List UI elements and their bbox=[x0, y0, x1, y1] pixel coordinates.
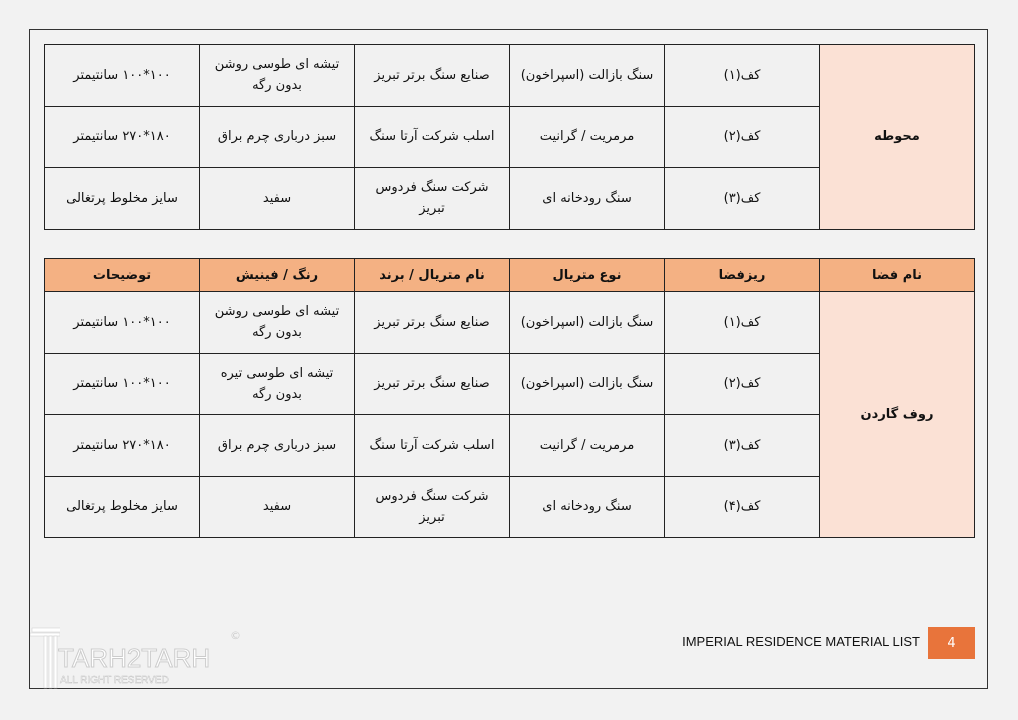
finish-cell: سفید bbox=[199, 475, 355, 538]
type-cell: سنگ بازالت (اسپراخون) bbox=[509, 291, 665, 354]
logo-tagline: ALL RIGHT RESERVED bbox=[60, 675, 169, 686]
notes-cell: ۱۸۰*۲۷۰ سانتیمتر bbox=[44, 105, 200, 168]
brand-cell: صنایع سنگ برتر تبریز bbox=[354, 44, 510, 107]
notes-cell: سایز مخلوط پرتغالی bbox=[44, 167, 200, 230]
table-header-row: نام فضا ریزفضا نوع متریال نام متریال / ب… bbox=[44, 258, 975, 292]
subspace-cell: کف(۴) bbox=[664, 475, 820, 538]
table-row: کف(۳) سنگ رودخانه ای شرکت سنگ فردوس تبریز س… bbox=[44, 167, 975, 230]
type-cell: مرمریت / گرانیت bbox=[509, 105, 665, 168]
subspace-cell: کف(۱) bbox=[664, 291, 820, 354]
subspace-cell: کف(۳) bbox=[664, 414, 820, 477]
brand-cell: صنایع سنگ برتر تبریز bbox=[354, 291, 510, 354]
type-cell: سنگ بازالت (اسپراخون) bbox=[509, 352, 665, 415]
finish-cell: سفید bbox=[199, 167, 355, 230]
brand-cell: شرکت سنگ فردوس تبریز bbox=[354, 475, 510, 538]
page-frame bbox=[29, 29, 988, 689]
finish-cell: سبز درباری چرم براق bbox=[199, 105, 355, 168]
material-table-1: محوطه کف(۱) سنگ بازالت (اسپراخون) صنایع سنگ… bbox=[44, 44, 975, 230]
notes-cell: سایز مخلوط پرتغالی bbox=[44, 475, 200, 538]
type-cell: سنگ رودخانه ای bbox=[509, 475, 665, 538]
logo-name: TARH2TARH bbox=[57, 643, 211, 673]
copyright-icon: © bbox=[230, 629, 241, 642]
space-name-cell: روف گاردن bbox=[819, 291, 975, 538]
space-name-cell: محوطه bbox=[819, 44, 975, 230]
notes-cell: ۱۰۰*۱۰۰ سانتیمتر bbox=[44, 44, 200, 107]
table-row: کف(۲) سنگ بازالت (اسپراخون) صنایع سنگ برتر… bbox=[44, 352, 975, 415]
header-brand: نام متریال / برند bbox=[354, 258, 510, 292]
header-subspace: ریزفضا bbox=[664, 258, 820, 292]
pillar-icon bbox=[30, 627, 60, 689]
table-row: روف گاردن کف(۱) سنگ بازالت (اسپراخون) صنایع… bbox=[44, 291, 975, 538]
notes-cell: ۱۰۰*۱۰۰ سانتیمتر bbox=[44, 291, 200, 354]
logo: TARH2TARH ALL RIGHT RESERVED © bbox=[30, 626, 245, 690]
header-notes: توضیحات bbox=[44, 258, 200, 292]
table-row: کف(۳) مرمریت / گرانیت اسلب شرکت آرتا سنگ سب… bbox=[44, 414, 975, 477]
notes-cell: ۱۸۰*۲۷۰ سانتیمتر bbox=[44, 414, 200, 477]
notes-cell: ۱۰۰*۱۰۰ سانتیمتر bbox=[44, 352, 200, 415]
subspace-cell: کف(۳) bbox=[664, 167, 820, 230]
brand-cell: اسلب شرکت آرتا سنگ bbox=[354, 105, 510, 168]
brand-cell: صنایع سنگ برتر تبریز bbox=[354, 352, 510, 415]
header-finish: رنگ / فینیش bbox=[199, 258, 355, 292]
finish-cell: تیشه ای طوسی روشن بدون رگه bbox=[199, 44, 355, 107]
header-type: نوع متریال bbox=[509, 258, 665, 292]
table-row: کف(۲) مرمریت / گرانیت اسلب شرکت آرتا سنگ سب… bbox=[44, 105, 975, 168]
subspace-cell: کف(۲) bbox=[664, 105, 820, 168]
table-row: محوطه کف(۱) سنگ بازالت (اسپراخون) صنایع سنگ… bbox=[44, 44, 975, 230]
type-cell: سنگ بازالت (اسپراخون) bbox=[509, 44, 665, 107]
subspace-cell: کف(۱) bbox=[664, 44, 820, 107]
brand-cell: اسلب شرکت آرتا سنگ bbox=[354, 414, 510, 477]
header-space: نام فضا bbox=[819, 258, 975, 292]
finish-cell: تیشه ای طوسی روشن بدون رگه bbox=[199, 291, 355, 354]
subspace-cell: کف(۲) bbox=[664, 352, 820, 415]
finish-cell: تیشه ای طوسی تیره بدون رگه bbox=[199, 352, 355, 415]
page-number: 4 bbox=[928, 627, 975, 659]
material-table-2: نام فضا ریزفضا نوع متریال نام متریال / ب… bbox=[44, 258, 975, 538]
type-cell: سنگ رودخانه ای bbox=[509, 167, 665, 230]
brand-cell: شرکت سنگ فردوس تبریز bbox=[354, 167, 510, 230]
type-cell: مرمریت / گرانیت bbox=[509, 414, 665, 477]
document-title: IMPERIAL RESIDENCE MATERIAL LIST bbox=[682, 634, 920, 649]
table-row: کف(۴) سنگ رودخانه ای شرکت سنگ فردوس تبریز س… bbox=[44, 475, 975, 538]
finish-cell: سبز درباری چرم براق bbox=[199, 414, 355, 477]
